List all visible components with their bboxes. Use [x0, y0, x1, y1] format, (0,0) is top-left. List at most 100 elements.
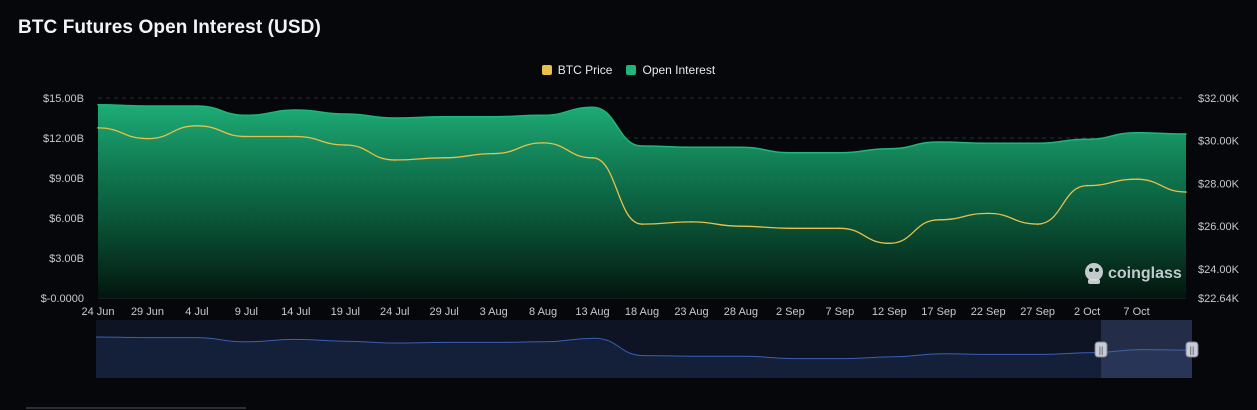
btc-price-point[interactable]: [740, 225, 742, 228]
btc-price-point[interactable]: [987, 212, 989, 215]
x-axis-tick-label: 27 Sep: [1020, 306, 1055, 318]
watermark-text: coinglass: [1108, 265, 1182, 282]
open-interest-point[interactable]: [987, 142, 989, 145]
coinglass-watermark: coinglass: [1085, 263, 1182, 284]
btc-price-point[interactable]: [393, 159, 396, 161]
left-axis-tick-label: $-0.0000: [41, 293, 84, 305]
open-interest-point[interactable]: [393, 117, 396, 119]
scroll-indicator: [26, 407, 246, 409]
open-interest-area: [97, 103, 1187, 298]
open-interest-point[interactable]: [937, 141, 940, 143]
open-interest-point[interactable]: [839, 151, 841, 154]
x-axis-tick-label: 18 Aug: [625, 306, 659, 318]
open-interest-point[interactable]: [344, 113, 347, 115]
right-axis-tick-label: $28.00K: [1198, 178, 1240, 190]
btc-price-point[interactable]: [97, 127, 99, 129]
btc-price-point[interactable]: [1086, 184, 1088, 187]
open-interest-point[interactable]: [591, 106, 594, 109]
open-interest-point[interactable]: [888, 147, 891, 150]
open-interest-point[interactable]: [196, 105, 198, 107]
x-axis-tick-label: 2 Sep: [776, 306, 805, 318]
open-interest-point[interactable]: [295, 109, 297, 111]
btc-price-point[interactable]: [937, 218, 940, 221]
btc-price-point[interactable]: [443, 157, 445, 159]
x-axis-tick-label: 14 Jul: [281, 306, 310, 318]
x-axis-tick-label: 13 Aug: [575, 306, 609, 318]
navigator-handle-right[interactable]: ||: [1185, 341, 1199, 358]
open-interest-point[interactable]: [641, 145, 643, 147]
btc-price-point[interactable]: [641, 223, 643, 225]
x-axis-tick-label: 7 Sep: [825, 306, 854, 318]
x-axis-tick-label: 3 Aug: [480, 306, 508, 318]
open-interest-point[interactable]: [1185, 133, 1187, 135]
btc-price-point[interactable]: [492, 152, 495, 155]
x-axis: 24 Jun 29 Jun 4 Jul 9 Jul 14 Jul 19 Jul 24 Jul…: [81, 306, 1149, 318]
range-navigator[interactable]: || ||: [95, 320, 1199, 378]
left-axis-tick-label: $12.00B: [43, 133, 84, 145]
btc-price-point[interactable]: [591, 157, 594, 159]
x-axis-tick-label: 22 Sep: [971, 306, 1006, 318]
open-interest-point[interactable]: [690, 146, 693, 149]
navigator-area: [96, 337, 1192, 378]
btc-price-point[interactable]: [196, 124, 198, 127]
navigator-line: [95, 336, 1193, 360]
legend-swatch-btc-price: [541, 65, 552, 75]
btc-price-point[interactable]: [542, 142, 544, 144]
legend-item-btc-price[interactable]: BTC Price: [541, 63, 613, 77]
btc-price-line: [97, 124, 1187, 245]
x-axis-tick-label: 8 Aug: [529, 306, 557, 318]
btc-price-point[interactable]: [1036, 223, 1039, 225]
right-axis-tick-label: $26.00K: [1198, 221, 1240, 233]
btc-price-point[interactable]: [245, 135, 248, 138]
chart-legend: BTC Price Open Interest: [0, 63, 1257, 77]
x-axis-tick-label: 12 Sep: [872, 306, 907, 318]
x-axis-tick-label: 29 Jun: [131, 306, 164, 318]
x-axis-tick-label: 23 Aug: [674, 306, 708, 318]
btc-price-point[interactable]: [690, 221, 693, 223]
open-interest-point[interactable]: [97, 103, 99, 106]
navigator-handle-left-grip: ||: [1099, 345, 1104, 355]
btc-price-point[interactable]: [789, 227, 792, 230]
x-axis-tick-label: 24 Jul: [380, 306, 409, 318]
chart-title: BTC Futures Open Interest (USD): [18, 17, 321, 38]
x-axis-tick-label: 7 Oct: [1123, 306, 1149, 318]
btc-price-point[interactable]: [344, 144, 347, 146]
navigator-handle-left[interactable]: ||: [1094, 341, 1108, 358]
open-interest-point[interactable]: [245, 114, 248, 117]
left-axis-tick-label: $15.00B: [43, 93, 84, 105]
x-axis-tick-label: 29 Jul: [430, 306, 459, 318]
right-axis-tick-label: $30.00K: [1198, 136, 1240, 148]
open-interest-point[interactable]: [740, 146, 742, 149]
left-axis: $-0.0000 $3.00B $6.00B $9.00B $12.00B $15.00B: [41, 93, 84, 305]
legend-item-open-interest[interactable]: Open Interest: [626, 63, 715, 77]
open-interest-point[interactable]: [1086, 138, 1088, 141]
btc-price-point[interactable]: [1135, 178, 1138, 180]
open-interest-point[interactable]: [542, 114, 544, 117]
legend-label-open-interest: Open Interest: [642, 63, 716, 77]
btc-price-point[interactable]: [146, 137, 149, 140]
left-axis-tick-label: $6.00B: [49, 213, 84, 225]
btc-price-point[interactable]: [1185, 191, 1187, 193]
open-interest-point[interactable]: [789, 151, 792, 154]
btc-price-point[interactable]: [839, 227, 841, 230]
right-axis: $22.64K $24.00K $26.00K $28.00K $30.00K $32.0…: [1198, 93, 1240, 305]
x-axis-tick-label: 17 Sep: [921, 306, 956, 318]
x-axis-tick-label: 4 Jul: [185, 306, 208, 318]
btc-price-point[interactable]: [888, 242, 891, 245]
x-axis-tick-label: 2 Oct: [1074, 306, 1100, 318]
open-interest-point[interactable]: [1135, 131, 1138, 134]
legend-label-btc-price: BTC Price: [557, 63, 613, 77]
navigator-handle-right-grip: ||: [1190, 345, 1195, 355]
x-axis-tick-label: 9 Jul: [235, 306, 258, 318]
open-interest-point[interactable]: [443, 115, 445, 118]
open-interest-point[interactable]: [1036, 142, 1039, 145]
coinglass-logo-icon: [1085, 263, 1103, 284]
btc-price-point[interactable]: [295, 135, 297, 138]
right-axis-tick-label: $22.64K: [1198, 293, 1240, 305]
open-interest-point[interactable]: [492, 115, 495, 118]
right-axis-tick-label: $24.00K: [1198, 264, 1240, 276]
open-interest-point[interactable]: [146, 105, 149, 107]
navigator-selection[interactable]: [1101, 320, 1192, 378]
open-interest-fill: [98, 104, 1186, 298]
